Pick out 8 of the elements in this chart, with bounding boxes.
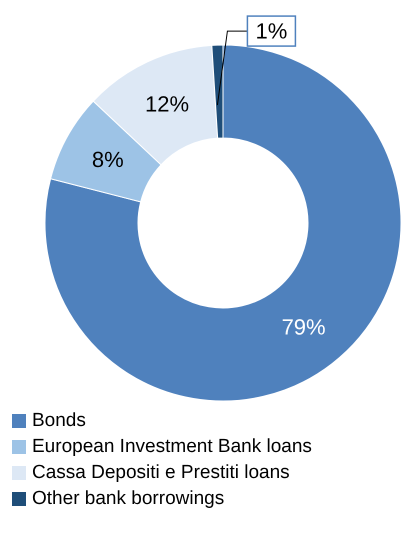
data-label: 1% <box>256 18 288 44</box>
data-label: 8% <box>92 147 124 172</box>
legend-label: Cassa Depositi e Prestiti loans <box>32 461 290 485</box>
legend-label: European Investment Bank loans <box>32 435 312 459</box>
legend-label: Bonds <box>32 409 86 433</box>
data-label: 12% <box>144 92 190 117</box>
legend-label: Other bank borrowings <box>32 487 224 511</box>
data-label: 79% <box>282 314 326 340</box>
